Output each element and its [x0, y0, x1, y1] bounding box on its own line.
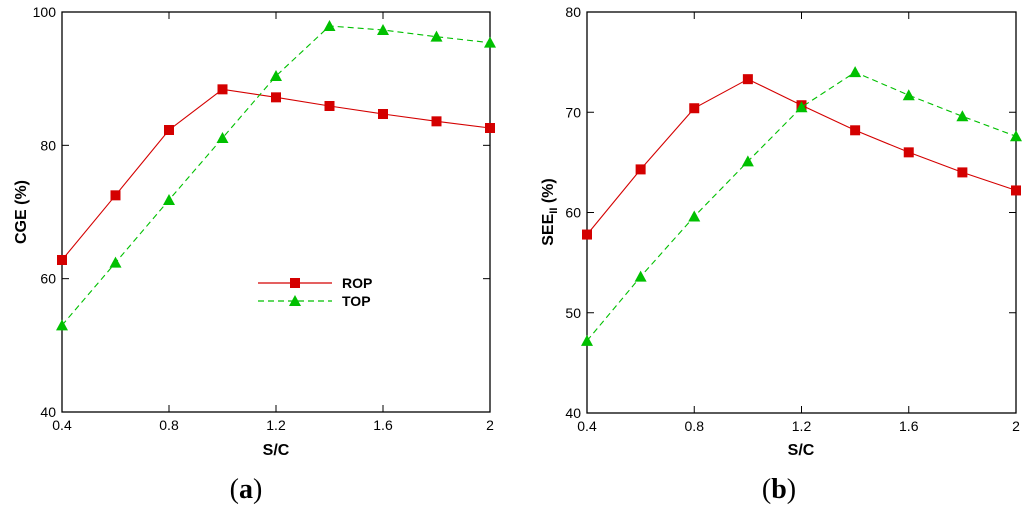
- y-axis-label-b-sub: II: [548, 208, 560, 214]
- panel-caption-b: (b): [762, 474, 796, 505]
- series-line-top: [586, 71, 1017, 342]
- y-axis-label-b-main: SEE: [540, 213, 557, 245]
- series-line-top: [61, 25, 491, 326]
- data-point-top: [634, 270, 647, 282]
- x-tick-label: 0.4: [577, 418, 597, 434]
- data-point-rop: [217, 84, 228, 95]
- y-tick-label: 60: [40, 271, 56, 287]
- data-point-top: [795, 101, 808, 113]
- x-tick-label: 1.6: [899, 418, 919, 434]
- data-point-rop: [742, 74, 753, 85]
- series-group-b: [581, 66, 1022, 346]
- data-point-rop: [850, 125, 861, 136]
- panel-caption-a: (a): [230, 474, 263, 505]
- panel-b: 0.4 0.8 1.2 1.6 2 40 50 60 70 80 S/C SEEII (%) (…: [540, 4, 1022, 505]
- x-axis-ticks-b: 0.4 0.8 1.2 1.6 2: [577, 12, 1020, 434]
- x-tick-label: 0.8: [685, 418, 705, 434]
- data-point-top: [688, 210, 701, 222]
- data-point-top: [216, 132, 229, 143]
- series-group-a: [56, 20, 496, 331]
- y-tick-label: 40: [565, 405, 581, 421]
- x-axis-label-b: S/C: [788, 442, 815, 459]
- x-tick-label: 2: [1012, 418, 1020, 434]
- panel-a: 0.4 0.8 1.2 1.6 2 40 60 80 100 S/C CGE (%) ROP …: [13, 4, 496, 505]
- y-tick-label: 50: [565, 305, 581, 321]
- x-tick-label: 0.8: [159, 417, 179, 433]
- data-point-top: [581, 334, 593, 346]
- data-point-rop: [1011, 185, 1021, 196]
- data-point-rop: [431, 116, 442, 127]
- x-axis-ticks-a: 0.4 0.8 1.2 1.6 2: [52, 12, 494, 433]
- data-point-top: [163, 194, 175, 205]
- legend-top-marker: [289, 295, 301, 306]
- data-point-top: [484, 36, 496, 48]
- data-point-top: [323, 20, 336, 31]
- x-tick-label: 0.4: [52, 417, 72, 433]
- data-point-top: [109, 256, 122, 268]
- legend-rop-label: ROP: [342, 275, 372, 291]
- data-point-top: [430, 30, 443, 42]
- data-point-rop: [57, 255, 67, 265]
- legend-rop-marker: [290, 278, 300, 288]
- data-point-rop: [164, 125, 174, 135]
- data-point-top: [270, 70, 282, 81]
- y-axis-ticks-b: 40 50 60 70 80: [565, 4, 1016, 421]
- data-point-rop: [271, 92, 281, 103]
- y-tick-label: 40: [40, 404, 56, 420]
- y-tick-label: 100: [33, 4, 57, 20]
- data-point-top: [56, 319, 68, 331]
- y-axis-label-b-suffix: (%): [540, 178, 557, 207]
- data-point-top: [849, 66, 862, 78]
- x-tick-label: 2: [486, 417, 494, 433]
- legend: ROP TOP: [258, 275, 372, 309]
- data-point-rop: [957, 167, 968, 178]
- panel-caption-a-letter: a: [239, 474, 253, 505]
- data-point-top: [902, 89, 915, 101]
- panel-caption-b-letter: b: [771, 474, 787, 505]
- data-point-top: [377, 24, 389, 35]
- data-point-rop: [635, 164, 646, 175]
- legend-top-label: TOP: [342, 293, 371, 309]
- x-axis-label-a: S/C: [263, 442, 290, 459]
- y-axis-ticks-a: 40 60 80 100: [33, 4, 490, 420]
- y-tick-label: 80: [565, 4, 581, 20]
- data-point-rop: [110, 190, 121, 201]
- y-axis-label-a: CGE (%): [13, 180, 30, 244]
- x-tick-label: 1.2: [792, 418, 812, 434]
- data-point-rop: [378, 109, 388, 119]
- plot-frame-b: [586, 11, 1017, 414]
- y-tick-label: 60: [565, 205, 581, 221]
- y-axis-label-b: SEEII (%): [540, 178, 560, 245]
- data-point-rop: [485, 123, 495, 133]
- y-tick-label: 70: [565, 104, 581, 120]
- data-point-rop: [903, 147, 914, 158]
- x-tick-label: 1.2: [266, 417, 286, 433]
- data-point-rop: [582, 229, 592, 240]
- y-tick-label: 80: [40, 137, 56, 153]
- data-point-rop: [689, 103, 700, 114]
- data-point-top: [741, 155, 754, 167]
- data-point-top: [1010, 130, 1022, 142]
- data-point-top: [956, 110, 969, 122]
- data-point-rop: [324, 101, 335, 111]
- x-tick-label: 1.6: [373, 417, 393, 433]
